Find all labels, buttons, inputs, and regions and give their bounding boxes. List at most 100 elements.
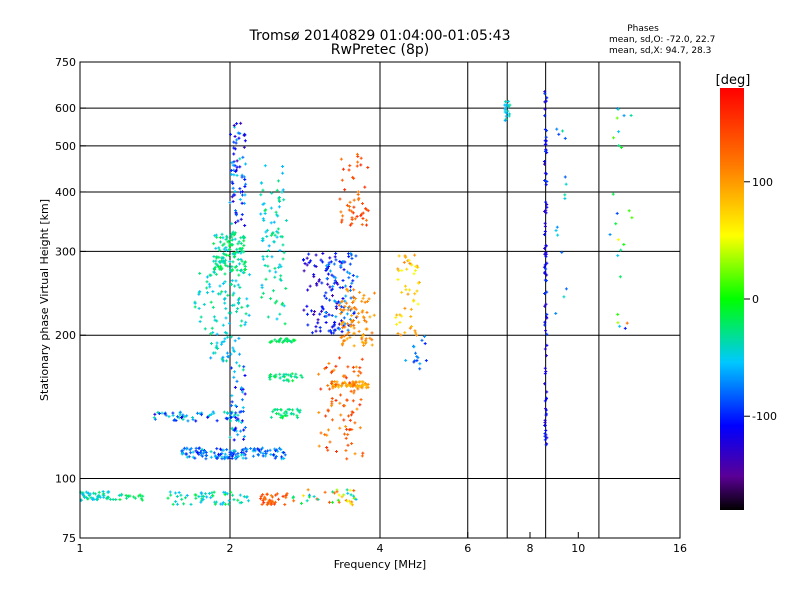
data-point bbox=[320, 281, 324, 285]
data-point bbox=[181, 448, 185, 452]
data-point bbox=[544, 354, 548, 358]
data-point bbox=[259, 450, 263, 454]
data-point bbox=[310, 331, 314, 335]
data-point bbox=[354, 380, 358, 384]
data-point bbox=[210, 491, 214, 495]
data-point bbox=[246, 304, 250, 308]
data-point bbox=[361, 333, 365, 337]
data-point bbox=[209, 300, 213, 304]
data-point bbox=[232, 348, 236, 352]
data-point bbox=[209, 455, 213, 459]
data-point bbox=[507, 114, 511, 118]
data-point bbox=[230, 400, 234, 404]
data-point bbox=[222, 256, 226, 260]
data-point bbox=[238, 285, 242, 289]
data-point bbox=[233, 339, 237, 343]
data-point bbox=[352, 389, 356, 393]
data-point bbox=[242, 175, 246, 179]
data-point bbox=[261, 291, 265, 295]
x-axis-label: Frequency [MHz] bbox=[334, 558, 426, 571]
data-point bbox=[232, 375, 236, 379]
data-point bbox=[288, 407, 292, 411]
data-point bbox=[239, 217, 243, 221]
data-point bbox=[230, 454, 234, 458]
data-point bbox=[281, 243, 285, 247]
data-point bbox=[236, 451, 240, 455]
data-point bbox=[220, 451, 224, 455]
data-point bbox=[543, 438, 547, 442]
data-point bbox=[329, 381, 333, 385]
data-point bbox=[288, 373, 292, 377]
data-point bbox=[543, 171, 547, 175]
data-point bbox=[209, 412, 213, 416]
data-point bbox=[342, 374, 346, 378]
data-point bbox=[412, 345, 416, 349]
data-point bbox=[235, 361, 239, 365]
data-point bbox=[240, 175, 244, 179]
data-point bbox=[328, 298, 332, 302]
data-point bbox=[335, 301, 339, 305]
data-point bbox=[118, 498, 122, 502]
data-point bbox=[277, 446, 281, 450]
data-point bbox=[330, 500, 334, 504]
data-point bbox=[348, 427, 352, 431]
data-point bbox=[543, 246, 547, 250]
data-point bbox=[341, 341, 345, 345]
data-point bbox=[95, 498, 99, 502]
data-point bbox=[269, 494, 273, 498]
data-point bbox=[239, 190, 243, 194]
data-point bbox=[544, 208, 548, 212]
data-point bbox=[219, 452, 223, 456]
data-point bbox=[544, 148, 548, 152]
data-point bbox=[233, 189, 237, 193]
data-point bbox=[261, 493, 265, 497]
data-point bbox=[183, 415, 187, 419]
data-point bbox=[350, 319, 354, 323]
data-point bbox=[314, 253, 318, 257]
data-point bbox=[340, 218, 344, 222]
data-point bbox=[358, 380, 362, 384]
data-point bbox=[220, 290, 224, 294]
data-point bbox=[506, 103, 510, 107]
data-point bbox=[365, 384, 369, 388]
data-point bbox=[397, 254, 401, 258]
data-point bbox=[396, 332, 400, 336]
data-point bbox=[302, 308, 306, 312]
data-point bbox=[345, 457, 349, 461]
data-point bbox=[226, 293, 230, 297]
data-point bbox=[232, 303, 236, 307]
data-point bbox=[153, 417, 157, 421]
data-point bbox=[277, 339, 281, 343]
data-point bbox=[85, 497, 89, 501]
data-point bbox=[348, 164, 352, 168]
data-point bbox=[359, 214, 363, 218]
data-point bbox=[231, 493, 235, 497]
data-point bbox=[178, 410, 182, 414]
data-point bbox=[403, 331, 407, 335]
data-point bbox=[233, 209, 237, 213]
data-point bbox=[199, 500, 203, 504]
data-point bbox=[341, 214, 345, 218]
data-point bbox=[269, 415, 273, 419]
data-point bbox=[234, 251, 238, 255]
data-point bbox=[345, 427, 349, 431]
data-point bbox=[228, 321, 232, 325]
data-point bbox=[200, 454, 204, 458]
data-point bbox=[286, 378, 290, 382]
data-point bbox=[324, 314, 328, 318]
data-point bbox=[219, 267, 223, 271]
data-point bbox=[347, 168, 351, 172]
data-point bbox=[234, 141, 238, 145]
data-point bbox=[232, 414, 236, 418]
data-point bbox=[242, 239, 246, 243]
data-point bbox=[215, 319, 219, 323]
data-point bbox=[345, 332, 349, 336]
data-point bbox=[231, 450, 235, 454]
data-point bbox=[179, 493, 183, 497]
data-point bbox=[231, 186, 235, 190]
data-point bbox=[348, 200, 352, 204]
data-point bbox=[235, 247, 239, 251]
data-point bbox=[228, 201, 232, 205]
data-point bbox=[200, 451, 204, 455]
data-point bbox=[218, 261, 222, 265]
